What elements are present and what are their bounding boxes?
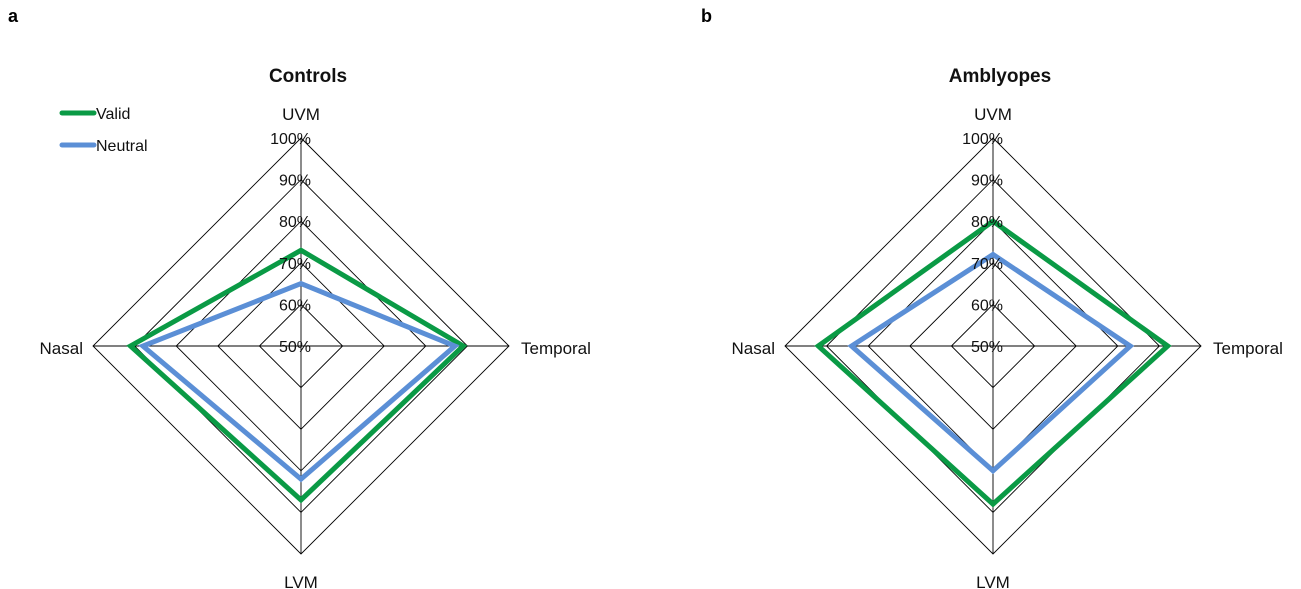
- tick-label: 90%: [279, 173, 311, 190]
- radar-panel-controls: Controls 50% 60% 70% 80% 90% 100% UVM Temporal L…: [40, 66, 591, 589]
- axis-label-lvm: LVM: [976, 573, 1010, 589]
- chart-title: Controls: [269, 66, 347, 87]
- tick-label: 90%: [971, 173, 1003, 190]
- tick-label: 100%: [270, 131, 311, 148]
- tick-label: 50%: [279, 339, 311, 356]
- series-valid: [126, 247, 468, 504]
- tick-label: 70%: [971, 256, 1003, 273]
- legend-label-valid: Valid: [96, 106, 130, 123]
- tick-label: 70%: [279, 256, 311, 273]
- tick-label: 80%: [971, 214, 1003, 231]
- tick-label: 60%: [279, 297, 311, 314]
- axis-label-temporal: Temporal: [1213, 339, 1283, 358]
- axis-label-uvm: UVM: [974, 105, 1012, 124]
- legend-label-neutral: Neutral: [96, 138, 148, 155]
- legend: Valid Neutral: [59, 106, 148, 155]
- series-valid: [814, 218, 1172, 508]
- axis-label-temporal: Temporal: [521, 339, 591, 358]
- axis-label-uvm: UVM: [282, 105, 320, 124]
- tick-label: 80%: [279, 214, 311, 231]
- radar-panel-amblyopes: Amblyopes 50% 60% 70% 80% 90% 100% UVM Temporal…: [732, 66, 1283, 589]
- series-neutral: [138, 280, 460, 483]
- panel-label-b: b: [701, 6, 712, 26]
- chart-title: Amblyopes: [949, 66, 1051, 87]
- axis-label-nasal: Nasal: [40, 339, 83, 358]
- panel-label-a: a: [8, 6, 19, 26]
- tick-label: 60%: [971, 297, 1003, 314]
- series-neutral: [847, 251, 1135, 475]
- tick-label: 50%: [971, 339, 1003, 356]
- tick-label: 100%: [962, 131, 1003, 148]
- axis-label-nasal: Nasal: [732, 339, 775, 358]
- axis-label-lvm: LVM: [284, 573, 318, 589]
